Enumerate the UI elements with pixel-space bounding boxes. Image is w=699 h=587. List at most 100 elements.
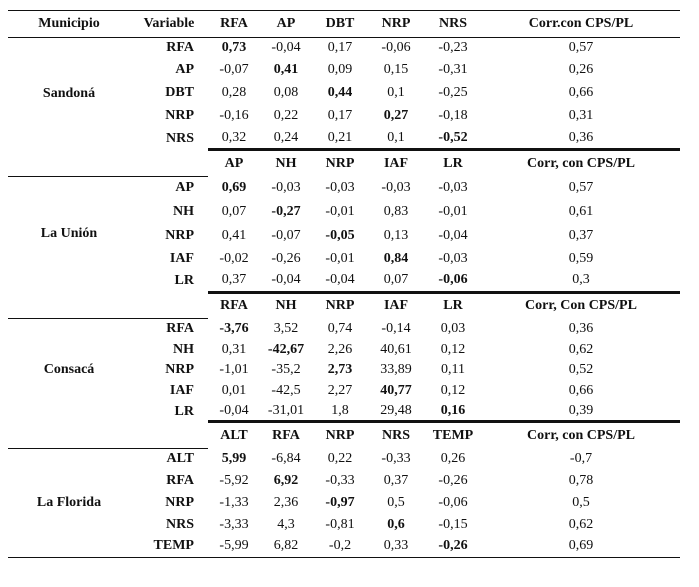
value-cell: 0,17 — [327, 108, 353, 123]
value-cell: -0,06 — [438, 272, 468, 288]
column-header: ALT — [208, 420, 260, 448]
header-blank — [130, 150, 208, 177]
value-cell: -0,14 — [381, 321, 411, 336]
municipio-label: La Florida — [8, 447, 130, 558]
value-cell: 0,16 — [440, 402, 466, 418]
table-row: NRP -1,33 2,36 -0,97 0,5 -0,06 0,5 — [8, 492, 680, 514]
value-cell: -0,25 — [438, 85, 468, 100]
value-cell: 0,83 — [383, 204, 409, 219]
table-row: NRP -1,01 -35,2 2,73 33,89 0,11 0,52 — [8, 360, 680, 381]
value-cell: -0,04 — [219, 402, 249, 418]
value-cell: 0,08 — [273, 85, 299, 100]
variable-label: ALT — [130, 447, 208, 470]
correlation-cell: 0,78 — [568, 473, 594, 488]
header-row: Municipio Variable RFA AP DBT NRP NRS Corr.con … — [8, 10, 680, 38]
variable-label: AP — [175, 62, 194, 77]
value-cell: -0,01 — [325, 250, 355, 266]
correlation-cell: 0,69 — [482, 535, 680, 558]
table-row: IAF 0,01 -42,5 2,27 40,77 0,12 0,66 — [8, 381, 680, 402]
variable-label: RFA — [166, 473, 194, 488]
value-cell: 0,69 — [221, 180, 247, 195]
value-cell: -0,81 — [325, 516, 355, 532]
value-cell: 0,26 — [440, 451, 466, 466]
value-cell: -0,03 — [325, 180, 355, 195]
correlation-cell: 0,59 — [568, 250, 594, 266]
header-variable: Variable — [130, 10, 208, 38]
value-cell: -0,2 — [312, 535, 368, 558]
correlation-cell: 0,57 — [568, 40, 594, 56]
value-cell: 0,12 — [440, 341, 466, 357]
value-cell: 33,89 — [380, 362, 412, 377]
value-cell: -0,04 — [325, 272, 355, 288]
table-body: Municipio Variable RFA AP DBT NRP NRS Corr.con … — [8, 10, 680, 558]
table-row: NRP -0,16 0,22 0,17 0,27 -0,18 0,31 — [8, 105, 680, 128]
value-cell: -0,03 — [438, 250, 468, 266]
column-header: Corr.con CPS/PL — [482, 10, 680, 38]
value-cell: -0,05 — [325, 227, 355, 243]
value-cell: 0,07 — [221, 204, 247, 219]
variable-label: RFA — [130, 318, 208, 340]
value-cell: -5,99 — [208, 535, 260, 558]
correlation-cell: 0,5 — [572, 495, 590, 510]
correlation-cell: 0,52 — [568, 362, 594, 377]
value-cell: -0,06 — [381, 40, 411, 56]
value-cell: 0,6 — [387, 516, 405, 532]
variable-label: NH — [173, 204, 194, 219]
value-cell: -0,26 — [424, 535, 482, 558]
correlation-table: Municipio Variable RFA AP DBT NRP NRS Corr.con … — [8, 10, 680, 558]
value-cell: 0,17 — [327, 40, 353, 56]
value-cell: -0,27 — [271, 204, 301, 219]
variable-label: LR — [174, 273, 194, 288]
value-cell: 0,37 — [221, 272, 247, 288]
value-cell: -42,5 — [271, 383, 301, 398]
value-cell: -0,52 — [438, 129, 468, 145]
value-cell: -0,23 — [438, 40, 468, 56]
value-cell: 4,3 — [277, 516, 295, 532]
variable-label: DBT — [165, 85, 194, 100]
correlation-cell: -0,7 — [569, 451, 593, 466]
table-row: RFA -5,92 6,92 -0,33 0,37 -0,26 0,78 — [8, 470, 680, 492]
value-cell: 0,41 — [273, 62, 299, 77]
table-row: DBT 0,28 0,08 0,44 0,1 -0,25 0,66 — [8, 82, 680, 105]
value-cell: -0,04 — [438, 227, 468, 243]
value-cell: -5,92 — [219, 473, 249, 488]
value-cell: 0,21 — [327, 129, 353, 145]
header-blank — [8, 422, 130, 449]
value-cell: 0,28 — [221, 85, 247, 100]
value-cell: 0,44 — [327, 85, 353, 100]
value-cell: 0,32 — [221, 129, 247, 145]
value-cell: -0,06 — [438, 495, 468, 510]
correlation-cell: 0,62 — [568, 516, 594, 532]
value-cell: 0,31 — [221, 341, 247, 357]
variable-label: RFA — [166, 40, 194, 56]
table-row: LR 0,37 -0,04 -0,04 0,07 -0,06 0,3 — [8, 270, 680, 292]
value-cell: -0,02 — [219, 250, 249, 266]
variable-label: NRP — [165, 108, 194, 123]
correlation-cell: 0,36 — [568, 129, 594, 145]
value-cell: 0,5 — [387, 495, 405, 510]
value-cell: 0,27 — [383, 108, 409, 123]
table-row: Consacá RFA -3,76 3,52 0,74 -0,14 0,03 0,36 — [8, 318, 680, 422]
value-cell: -0,15 — [438, 516, 468, 532]
header-blank — [8, 292, 130, 319]
value-cell: -0,07 — [271, 227, 301, 243]
value-cell: 2,73 — [327, 362, 353, 377]
value-cell: -1,33 — [219, 495, 249, 510]
value-cell: -0,31 — [438, 62, 468, 77]
column-header: TEMP — [424, 420, 482, 448]
column-header: Corr, Con CPS/PL — [482, 290, 680, 319]
variable-label: AP — [130, 175, 208, 200]
value-cell: 0,73 — [221, 40, 247, 56]
value-cell: -3,76 — [219, 321, 249, 336]
value-cell: -0,03 — [271, 180, 301, 195]
column-header: LR — [424, 148, 482, 176]
value-cell: 0,13 — [383, 227, 409, 243]
value-cell: 0,22 — [273, 108, 299, 123]
column-header: IAF — [368, 148, 424, 176]
value-cell: 0,1 — [387, 85, 405, 100]
column-header: NRP — [312, 420, 368, 448]
value-cell: 0,24 — [273, 129, 299, 145]
value-cell: -0,26 — [438, 473, 468, 488]
variable-label: TEMP — [130, 535, 208, 558]
